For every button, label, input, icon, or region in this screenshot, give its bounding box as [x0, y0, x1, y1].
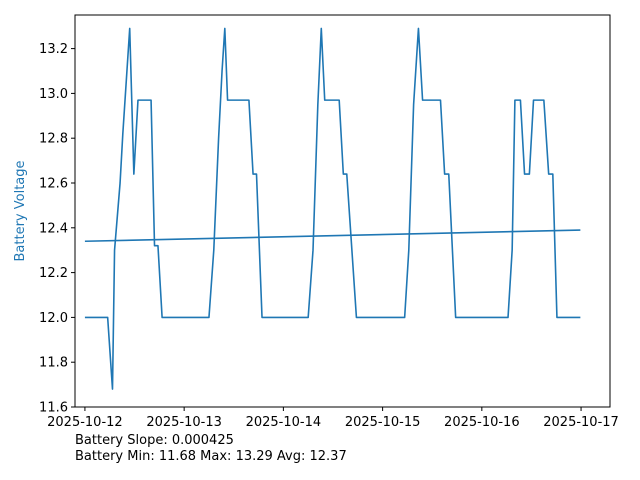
y-axis-ticks: 11.6 11.8 12.0 12.2 12.4 12.6 12.8 13.0 13.2	[39, 42, 75, 416]
y-tick-label: 12.8	[39, 132, 68, 147]
plot-frame	[74, 14, 611, 408]
data-series	[84, 27, 581, 390]
x-tick-label: 2025-10-15	[345, 415, 421, 430]
y-tick-label: 12.0	[39, 311, 68, 326]
y-axis-label: Battery Voltage	[13, 160, 28, 261]
x-tick-label: 2025-10-17	[543, 415, 619, 430]
x-tick-label: 2025-10-16	[444, 415, 520, 430]
battery-voltage-line	[84, 27, 581, 390]
x-tick-label: 2025-10-14	[246, 415, 322, 430]
x-tick-label: 2025-10-13	[146, 415, 222, 430]
y-tick-label: 12.2	[39, 266, 68, 281]
y-tick-label: 11.6	[39, 401, 68, 416]
battery-stats-text: Battery Min: 11.68 Max: 13.29 Avg: 12.37	[75, 449, 347, 464]
y-tick-label: 13.0	[39, 87, 68, 102]
y-tick-label: 13.2	[39, 42, 68, 57]
x-axis-ticks: 2025-10-12 2025-10-13 2025-10-14 2025-10-15…	[47, 407, 619, 430]
x-tick-label: 2025-10-12	[47, 415, 123, 430]
y-tick-label: 11.8	[39, 356, 68, 371]
y-tick-label: 12.6	[39, 177, 68, 192]
battery-trend-line	[84, 229, 581, 243]
battery-slope-text: Battery Slope: 0.000425	[75, 433, 234, 448]
y-tick-label: 12.4	[39, 221, 68, 236]
